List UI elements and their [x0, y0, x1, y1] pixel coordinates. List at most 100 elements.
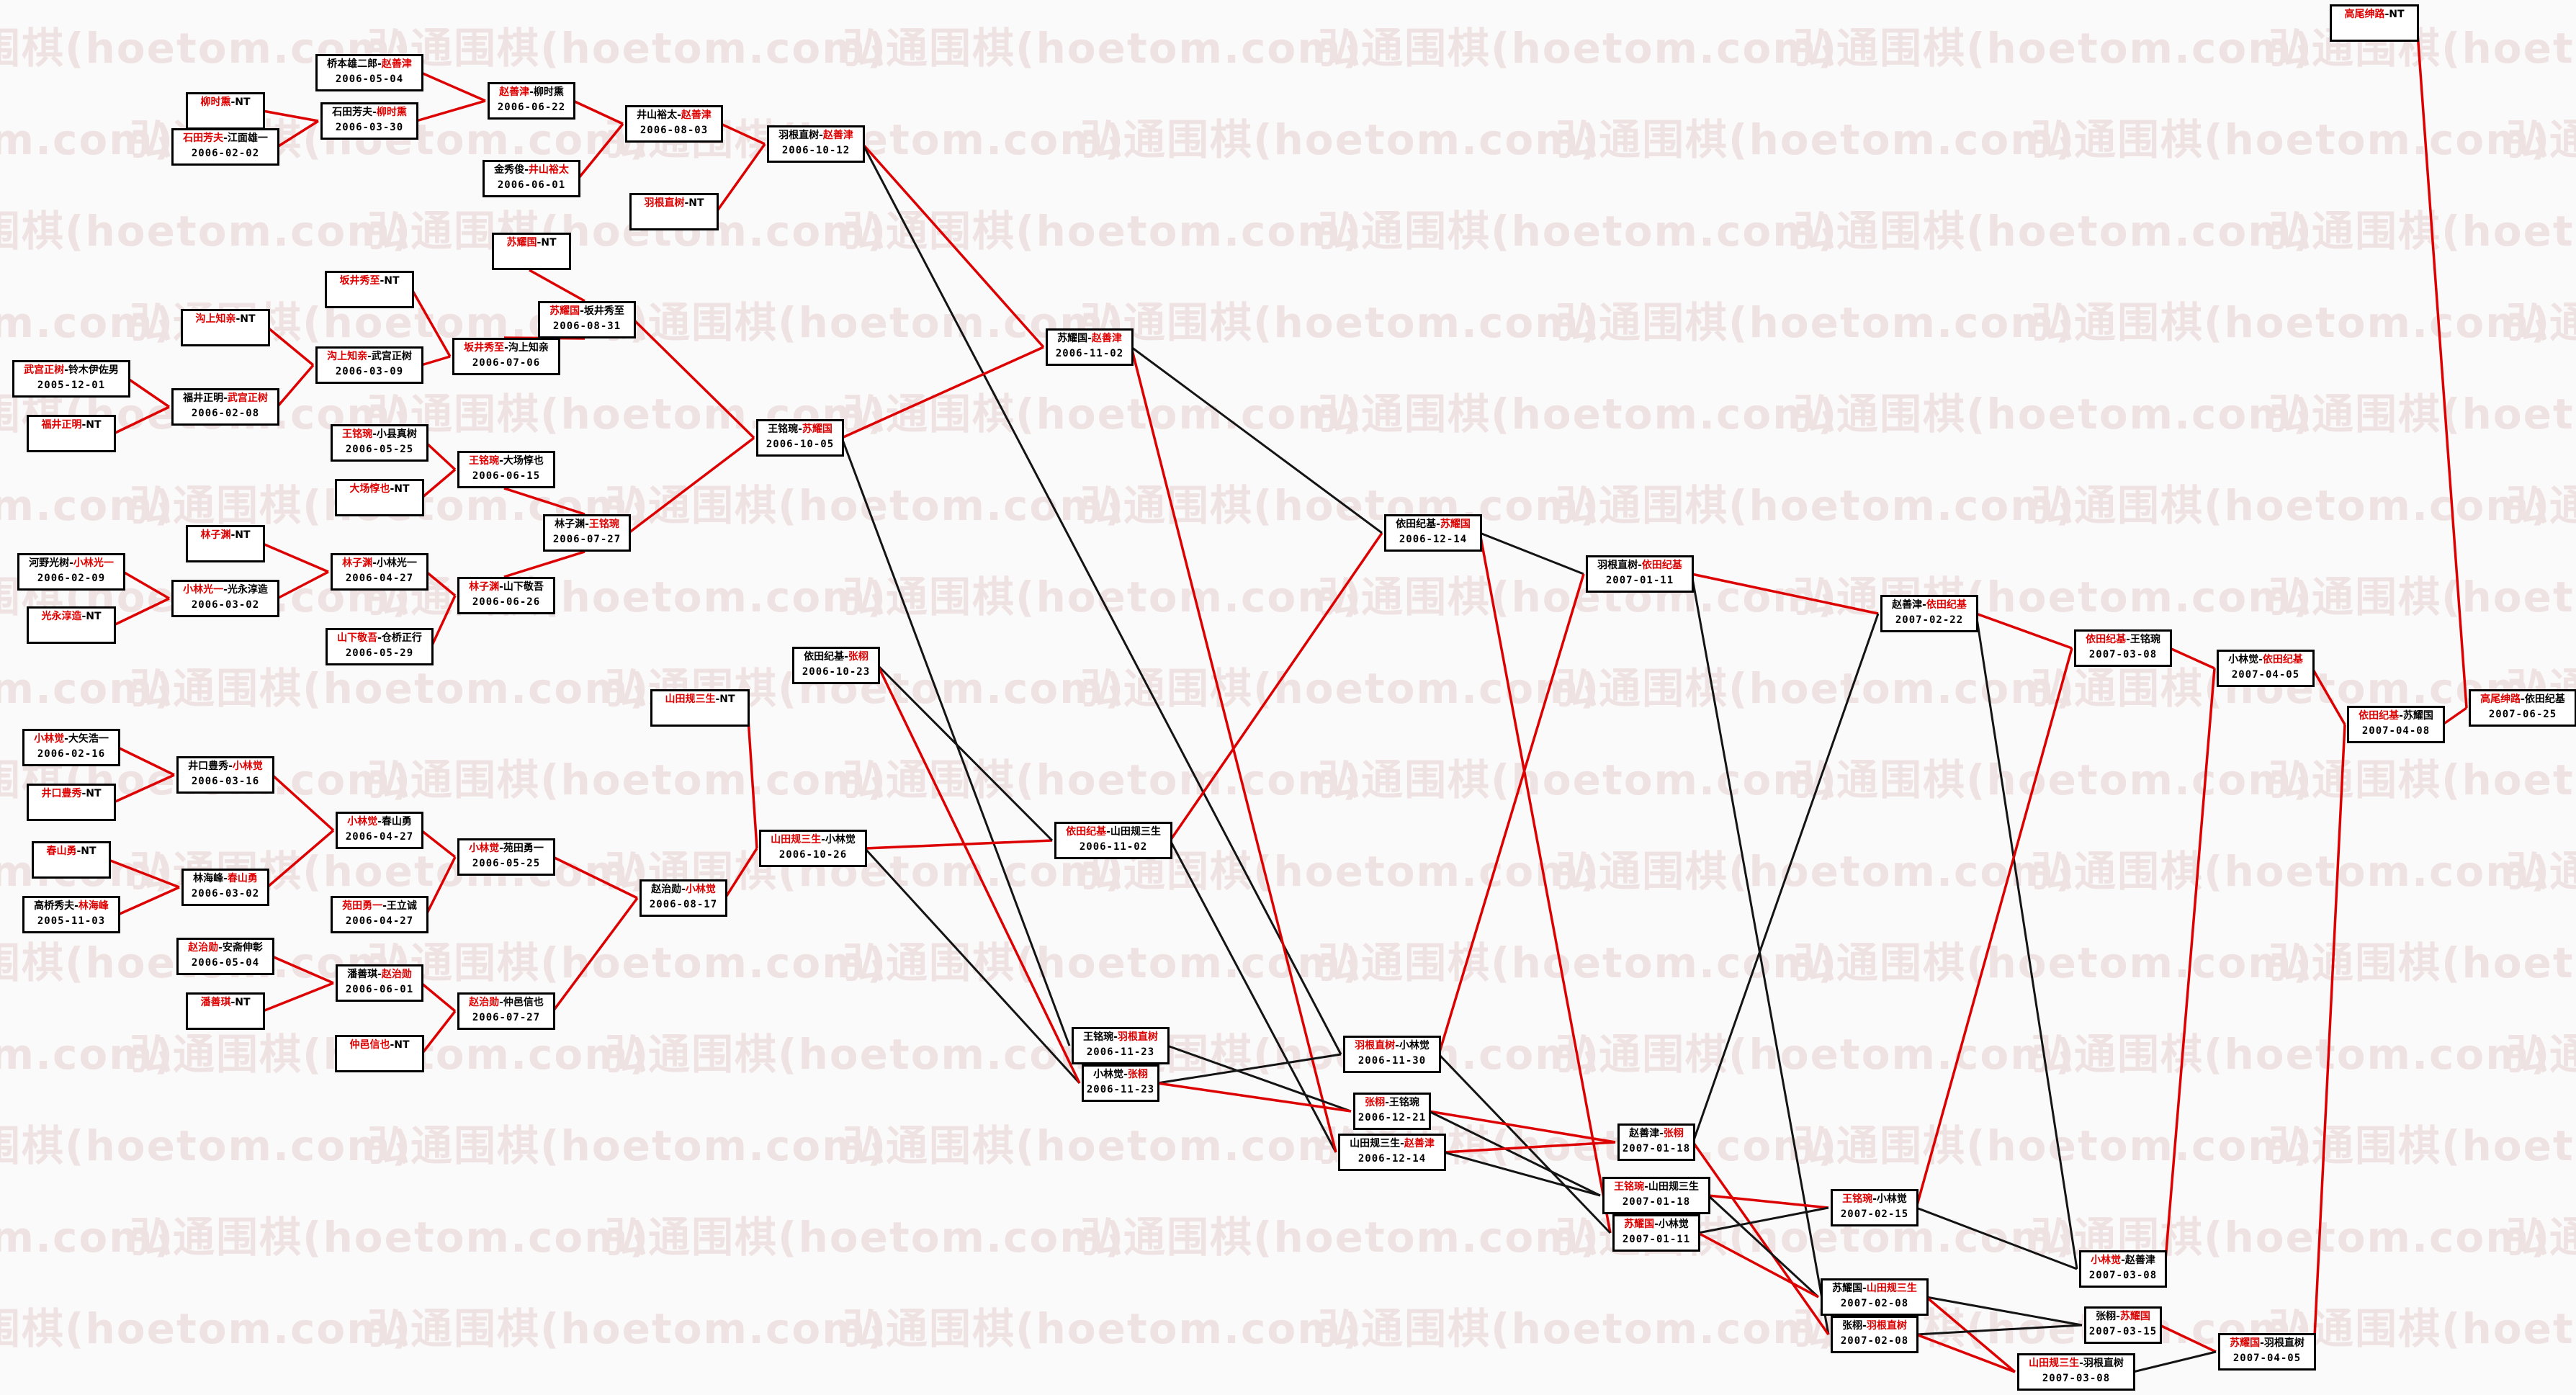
- winner-path-line: [262, 982, 334, 1013]
- loser-path-line: [1157, 1053, 1342, 1085]
- winner-path-line: [2163, 668, 2216, 1270]
- match-box: 王铭琬-羽根直树 2006-11-23: [1072, 1027, 1170, 1064]
- match-player-2: 王立诚: [386, 900, 417, 912]
- winner-path-line: [271, 773, 335, 832]
- watermark-text: 弘通围棋(hoetom.com): [0, 664, 175, 713]
- match-box: 苑田勇一-王立诚 2006-04-27: [331, 896, 428, 933]
- winner-path-line: [746, 707, 758, 849]
- watermark-text: 弘通围棋(hoetom.com): [843, 24, 1363, 73]
- watermark-text: 弘通围棋(hoetom.com): [0, 1030, 175, 1079]
- match-player-1: 依田纪基: [2086, 634, 2127, 645]
- winner-path-line: [117, 746, 175, 776]
- match-box: 苏耀国-山田规三生 2007-02-08: [1821, 1278, 1929, 1316]
- match-player-1: 小林光一: [183, 584, 224, 596]
- match-player-2: 依田纪基: [1641, 560, 1682, 571]
- watermark-text: 弘通围棋(hoetom.com): [367, 1304, 888, 1353]
- match-player-2: 沟上知亲: [508, 342, 549, 354]
- match-date: 2006-10-26: [778, 849, 848, 861]
- match-date: 2007-03-08: [2088, 1270, 2158, 1281]
- match-player-1: 张栩: [1365, 1097, 1386, 1108]
- match-date: 2006-05-25: [472, 858, 541, 869]
- match-date: 2006-06-15: [472, 470, 541, 482]
- match-date: 2006-06-01: [497, 179, 566, 191]
- match-date: 2006-02-02: [191, 148, 260, 159]
- match-box: 潘善琪-赵治勋 2006-06-01: [336, 964, 423, 1002]
- match-date: 2007-02-08: [1840, 1335, 1909, 1347]
- loser-path-line: [1916, 1206, 2078, 1270]
- watermark-text: 弘通围棋(hoetom.com): [0, 207, 413, 256]
- match-box: 坂井秀至-NT: [325, 271, 414, 308]
- loser-path-line: [1479, 531, 1584, 575]
- match-date: 2006-03-02: [191, 599, 260, 611]
- loser-path-line: [1697, 1206, 1829, 1234]
- match-player-2: 大场惇也: [503, 455, 544, 467]
- match-box: 苏耀国-坂井秀至 2006-08-31: [538, 301, 636, 338]
- match-date: 2007-04-05: [2231, 669, 2300, 681]
- winner-path-line: [552, 897, 639, 1013]
- match-player-1: 王铭琬: [1842, 1193, 1873, 1205]
- match-box: 赵善津-张栩 2007-01-18: [1617, 1123, 1695, 1161]
- match-player-1: 河野光树: [29, 557, 70, 569]
- match-box: 小林光一-光永淳造 2006-03-02: [171, 580, 279, 617]
- loser-path-line: [1443, 1151, 1601, 1197]
- match-player-1: 山田规三生: [665, 694, 716, 705]
- winner-path-line: [1915, 647, 2073, 1208]
- match-player-2: 张栩: [1127, 1069, 1148, 1080]
- match-player-2: 小林觉: [1876, 1193, 1907, 1205]
- match-date: 2006-07-06: [472, 357, 541, 369]
- watermark-text: 弘通围棋(hoetom.com): [2031, 481, 2552, 530]
- match-date: 2006-10-23: [802, 666, 871, 678]
- match-player-2: 赵善津: [1404, 1138, 1435, 1149]
- winner-path-line: [2312, 724, 2346, 1353]
- watermark-text: 弘通围棋(hoetom.com): [2031, 1030, 2552, 1079]
- match-box: 福井正明-武宫正树 2006-02-08: [171, 388, 279, 426]
- match-date: 2007-04-05: [2232, 1353, 2302, 1364]
- match-player-2: NT: [86, 419, 102, 431]
- watermark-text: 弘通围棋(hoetom.com): [1318, 755, 1839, 804]
- match-box: 羽根直树-赵善津 2006-10-12: [767, 125, 865, 163]
- match-box: 赵善津-依田纪基 2007-02-22: [1880, 595, 1978, 632]
- watermark-text: 弘通围棋(hoetom.com): [1080, 298, 1601, 347]
- match-player-1: 苏耀国: [549, 305, 580, 317]
- watermark-text: 弘通围棋(hoetom.com): [843, 1121, 1363, 1170]
- watermark-text: 弘通围棋(hoetom.com): [2506, 1030, 2576, 1079]
- match-player-1: 福井正明: [183, 393, 224, 404]
- watermark-text: 弘通围棋(hoetom.com): [2506, 298, 2576, 347]
- match-player-1: 高桥秀夫: [34, 900, 75, 912]
- winner-path-line: [1707, 1194, 1829, 1209]
- match-date: 2006-02-08: [191, 408, 260, 419]
- match-date: 2006-11-30: [1357, 1055, 1427, 1067]
- match-player-1: 林海峰: [193, 873, 224, 884]
- match-player-2: 苏耀国: [802, 423, 833, 435]
- match-box: 井口豊秀-小林觉 2006-03-16: [176, 756, 274, 794]
- match-player-2: 苏耀国: [2119, 1311, 2150, 1322]
- match-player-1: 沟上知亲: [195, 313, 236, 325]
- match-box: 山下敬吾-仓桥正行 2006-05-29: [326, 628, 434, 665]
- match-date: 2006-04-27: [345, 915, 414, 927]
- match-player-2: 仲邑信也: [503, 997, 544, 1008]
- match-player-1: 羽根直树: [778, 130, 820, 141]
- match-player-2: 苑田勇一: [503, 843, 544, 854]
- match-date: 2006-11-02: [1055, 348, 1124, 359]
- match-player-1: 坂井秀至: [339, 275, 380, 287]
- match-player-1: 山下敬吾: [337, 632, 378, 644]
- match-player-2: 依田纪基: [2262, 654, 2303, 665]
- match-box: 小林觉-张栩 2006-11-23: [1082, 1064, 1159, 1102]
- match-box: 高尾绅路-依田纪基 2007-06-25: [2469, 689, 2576, 727]
- match-player-2: 武宫正树: [371, 351, 412, 362]
- winner-path-line: [841, 346, 1044, 439]
- match-box: 王铭琬-山田规三生 2007-01-18: [1602, 1177, 1710, 1214]
- watermark-text: 弘通围棋(hoetom.com): [0, 115, 175, 164]
- match-player-1: 苏耀国: [2230, 1337, 2261, 1349]
- winner-path-line: [271, 955, 334, 984]
- match-player-2: 王铭琬: [1388, 1097, 1419, 1108]
- match-box: 王铭琬-小县真树 2006-05-25: [331, 424, 428, 462]
- match-player-2: NT: [394, 1039, 410, 1051]
- match-player-2: 坂井秀至: [583, 305, 624, 317]
- match-box: 坂井秀至-沟上知亲 2006-07-06: [452, 338, 560, 375]
- match-date: 2006-02-09: [37, 573, 106, 584]
- match-player-1: 井口豊秀: [41, 788, 82, 799]
- match-box: 山田规三生-赵善津 2006-12-14: [1338, 1134, 1446, 1171]
- winner-path-line: [420, 829, 457, 858]
